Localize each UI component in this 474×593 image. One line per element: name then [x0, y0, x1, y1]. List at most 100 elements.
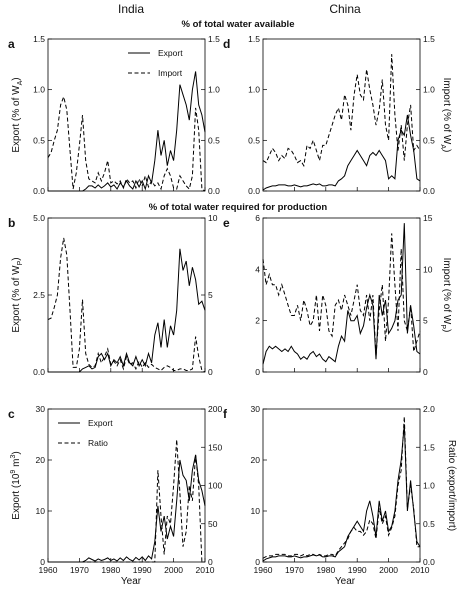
series-line-dash [262, 233, 421, 357]
panel-e: e 0 2 4 6 0 5 10 15 Import (% of WP) [223, 213, 452, 377]
plot-frame [47, 217, 206, 373]
series-line-solid [262, 424, 421, 562]
y2-tick-label: 1.5 [208, 34, 220, 44]
series-line-ratio [48, 439, 205, 563]
x-tick-label: 2010 [196, 565, 215, 575]
series-line-solid [262, 223, 421, 365]
y2-tick-label: 1.5 [423, 442, 435, 452]
panel-f: f 1960 1970 1980 1990 2000 2010 0 10 20 30 0.0 0.5 1.… [223, 404, 457, 575]
y2-tick-label: 0 [208, 367, 213, 377]
y-tick-label: 20 [36, 455, 46, 465]
y-tick-label: 2.5 [33, 290, 45, 300]
x-tick-label: 1960 [254, 565, 273, 575]
y2-tick-label: 0 [423, 367, 428, 377]
y2-tick-label: 0.0 [423, 186, 435, 196]
y-axis-label: Export (% of WP) [11, 257, 24, 332]
plot-frame [262, 38, 421, 192]
section-title-top: % of total water available [182, 19, 295, 30]
panel-label: a [8, 37, 15, 51]
series-line-export [48, 454, 206, 563]
y2-tick-label: 1.0 [423, 481, 435, 491]
x-tick-label: 2000 [379, 565, 398, 575]
plot-frame [47, 408, 206, 563]
legend-entry: Ratio [88, 438, 108, 448]
plot-frame [262, 408, 421, 563]
y-tick-label: 0.5 [248, 135, 260, 145]
panel-b: b 0.0 2.5 5.0 0 5 10 Export (% of WP) [8, 213, 218, 377]
legend-entry: Import [158, 68, 183, 78]
y2-tick-label: 15 [423, 213, 433, 223]
y2-tick-label: 0.0 [208, 186, 220, 196]
y2-tick-label: 1.0 [423, 85, 435, 95]
y-tick-label: 0 [255, 557, 260, 567]
y2-tick-label: 10 [208, 213, 218, 223]
panel-label: f [223, 407, 228, 421]
y2-tick-label: 10 [423, 264, 433, 274]
x-tick-label: 1970 [70, 565, 89, 575]
section-title-middle: % of total water required for production [149, 202, 328, 213]
y-axis-label: Export (109 m3) [10, 451, 22, 519]
y2-tick-label: 0.5 [423, 135, 435, 145]
y-tick-label: 10 [36, 506, 46, 516]
x-tick-label: 1980 [316, 565, 335, 575]
y-tick-label: 4 [255, 264, 260, 274]
plot-frame [262, 217, 421, 373]
y-tick-label: 0.5 [33, 135, 45, 145]
plot-frame [47, 38, 206, 192]
panel-a: a 0.0 0.5 1.0 1.5 0.0 0.5 1.0 1.5 Export (% of WA… [8, 34, 220, 196]
legend-entry: Export [88, 418, 113, 428]
y2-tick-label: 1.5 [423, 34, 435, 44]
y-tick-label: 6 [255, 213, 260, 223]
y-tick-label: 1.0 [248, 85, 260, 95]
panel-label: c [8, 407, 15, 421]
y2-tick-label: 50 [208, 519, 218, 529]
y-tick-label: 0 [255, 367, 260, 377]
y-tick-label: 30 [251, 404, 261, 414]
series-line-solid [262, 114, 421, 191]
y2-tick-label: 100 [208, 481, 222, 491]
y2-tick-label: 2.0 [423, 404, 435, 414]
y-tick-label: 1.5 [33, 34, 45, 44]
y-tick-label: 0.0 [33, 367, 45, 377]
y-axis-label: Import (% of WA) [439, 78, 452, 153]
x-tick-label: 1970 [285, 565, 304, 575]
y2-tick-label: 200 [208, 404, 222, 414]
series-line-dash [262, 416, 420, 559]
header-india: India [118, 2, 144, 16]
legend: Export Import [128, 48, 183, 78]
y-tick-label: 1.5 [248, 34, 260, 44]
y-tick-label: 10 [251, 506, 261, 516]
x-tick-label: 1960 [39, 565, 58, 575]
legend: Export Ratio [58, 418, 113, 448]
y2-tick-label: 0.5 [423, 519, 435, 529]
series-line-dash [262, 54, 421, 168]
y-tick-label: 1.0 [33, 85, 45, 95]
y2-tick-label: 5 [208, 290, 213, 300]
legend-entry: Export [158, 48, 183, 58]
y2-tick-label: 0.0 [423, 557, 435, 567]
x-tick-label: 2000 [164, 565, 183, 575]
header-china: China [329, 2, 361, 16]
y-tick-label: 0.0 [33, 186, 45, 196]
y-axis-label: Export (% of WA) [11, 77, 24, 152]
x-tick-label: 1980 [101, 565, 120, 575]
y2-tick-label: 1.0 [208, 85, 220, 95]
panel-label: d [223, 37, 230, 51]
x-axis-label-right: Year [335, 576, 356, 587]
y2-tick-label: 150 [208, 442, 222, 452]
y-tick-label: 20 [251, 455, 261, 465]
y-axis-label: Import (% of WP) [439, 258, 452, 333]
series-line-dash [47, 237, 206, 373]
x-tick-label: 2010 [411, 565, 430, 575]
y-tick-label: 30 [36, 404, 46, 414]
series-line-solid [48, 248, 206, 373]
x-axis-label-left: Year [121, 576, 142, 587]
series-line-import [47, 95, 206, 192]
panel-label: b [8, 216, 15, 230]
y2-tick-label: 5 [423, 316, 428, 326]
y2-tick-label: 0.5 [208, 135, 220, 145]
x-tick-label: 1990 [348, 565, 367, 575]
y-tick-label: 0 [40, 557, 45, 567]
